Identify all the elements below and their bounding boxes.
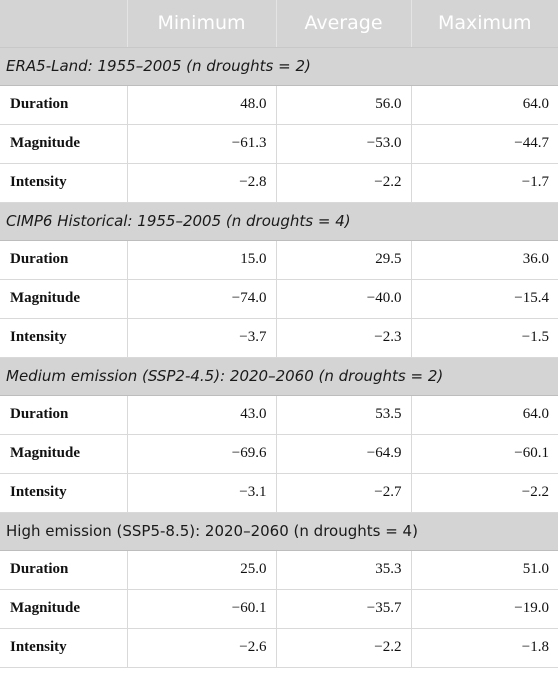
table-row: Intensity −2.8 −2.2 −1.7	[0, 163, 558, 203]
cell-average: −64.9	[276, 434, 412, 474]
section-title: ERA5-Land: 1955–2005 (n droughts = 2)	[0, 46, 558, 86]
table-row: Intensity −2.6 −2.2 −1.8	[0, 628, 558, 668]
section-title-italic: Medium emission (SSP2-4.5): 2020–2060 (n…	[6, 367, 444, 385]
header-cell-maximum: Maximum	[411, 0, 558, 48]
cell-minimum: 48.0	[127, 85, 277, 125]
row-label: Duration	[0, 550, 128, 590]
cell-maximum: −60.1	[411, 434, 558, 474]
cell-maximum: 51.0	[411, 550, 558, 590]
table-row: Duration 43.0 53.5 64.0	[0, 395, 558, 435]
cell-average: −2.2	[276, 163, 412, 203]
cell-maximum: −2.2	[411, 473, 558, 513]
table-row: Intensity −3.1 −2.7 −2.2	[0, 473, 558, 513]
cell-maximum: 64.0	[411, 85, 558, 125]
table-row: Duration 25.0 35.3 51.0	[0, 550, 558, 590]
cell-minimum: −60.1	[127, 589, 277, 629]
row-label: Magnitude	[0, 124, 128, 164]
row-label: Intensity	[0, 473, 128, 513]
section-title: CIMP6 Historical: 1955–2005 (n droughts …	[0, 201, 558, 241]
cell-average: −53.0	[276, 124, 412, 164]
cell-maximum: −1.7	[411, 163, 558, 203]
row-label: Intensity	[0, 318, 128, 358]
cell-minimum: −3.7	[127, 318, 277, 358]
header-cell-empty	[0, 0, 128, 48]
cell-maximum: −1.5	[411, 318, 558, 358]
cell-maximum: −1.8	[411, 628, 558, 668]
cell-minimum: −74.0	[127, 279, 277, 319]
cell-minimum: −61.3	[127, 124, 277, 164]
section-title: High emission (SSP5-8.5): 2020–2060 (n d…	[0, 511, 558, 551]
cell-maximum: −15.4	[411, 279, 558, 319]
table-row: Magnitude −69.6 −64.9 −60.1	[0, 434, 558, 474]
section-title-italic: ERA5-Land: 1955–2005 (n droughts = 2)	[6, 57, 311, 75]
cell-average: −40.0	[276, 279, 412, 319]
cell-minimum: −69.6	[127, 434, 277, 474]
table-row: Magnitude −61.3 −53.0 −44.7	[0, 124, 558, 164]
table-row: Magnitude −74.0 −40.0 −15.4	[0, 279, 558, 319]
cell-minimum: 15.0	[127, 240, 277, 280]
cell-average: −2.3	[276, 318, 412, 358]
cell-minimum: −2.8	[127, 163, 277, 203]
header-cell-minimum: Minimum	[127, 0, 277, 48]
section-title-plain: High emission (SSP5-8.5): 2020–2060 (n d…	[6, 522, 418, 540]
cell-average: 29.5	[276, 240, 412, 280]
cell-minimum: 43.0	[127, 395, 277, 435]
table-row: Magnitude −60.1 −35.7 −19.0	[0, 589, 558, 629]
cell-maximum: −44.7	[411, 124, 558, 164]
cell-maximum: −19.0	[411, 589, 558, 629]
section-row: ERA5-Land: 1955–2005 (n droughts = 2)	[0, 46, 558, 86]
header-row: Minimum Average Maximum	[0, 0, 558, 48]
cell-maximum: 36.0	[411, 240, 558, 280]
cell-average: 35.3	[276, 550, 412, 590]
table-header: Minimum Average Maximum	[0, 0, 558, 48]
row-label: Duration	[0, 240, 128, 280]
cell-average: −2.2	[276, 628, 412, 668]
cell-average: 53.5	[276, 395, 412, 435]
section-title-italic: CIMP6 Historical: 1955–2005 (n droughts …	[6, 212, 351, 230]
cell-minimum: 25.0	[127, 550, 277, 590]
cell-minimum: −2.6	[127, 628, 277, 668]
table-body: ERA5-Land: 1955–2005 (n droughts = 2) Du…	[0, 46, 558, 668]
row-label: Intensity	[0, 628, 128, 668]
section-row: High emission (SSP5-8.5): 2020–2060 (n d…	[0, 511, 558, 551]
cell-average: −2.7	[276, 473, 412, 513]
cell-maximum: 64.0	[411, 395, 558, 435]
cell-average: 56.0	[276, 85, 412, 125]
cell-minimum: −3.1	[127, 473, 277, 513]
row-label: Magnitude	[0, 589, 128, 629]
section-row: Medium emission (SSP2-4.5): 2020–2060 (n…	[0, 356, 558, 396]
section-row: CIMP6 Historical: 1955–2005 (n droughts …	[0, 201, 558, 241]
table-row: Duration 15.0 29.5 36.0	[0, 240, 558, 280]
row-label: Duration	[0, 395, 128, 435]
row-label: Magnitude	[0, 279, 128, 319]
row-label: Magnitude	[0, 434, 128, 474]
row-label: Intensity	[0, 163, 128, 203]
cell-average: −35.7	[276, 589, 412, 629]
header-cell-average: Average	[276, 0, 412, 48]
table-row: Duration 48.0 56.0 64.0	[0, 85, 558, 125]
table-row: Intensity −3.7 −2.3 −1.5	[0, 318, 558, 358]
row-label: Duration	[0, 85, 128, 125]
section-title: Medium emission (SSP2-4.5): 2020–2060 (n…	[0, 356, 558, 396]
